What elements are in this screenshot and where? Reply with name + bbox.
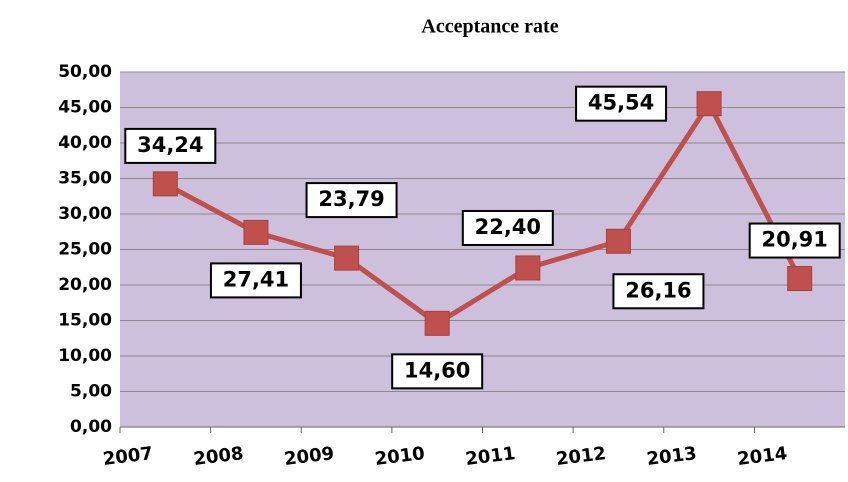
data-label-box <box>612 273 705 310</box>
marker <box>787 266 813 292</box>
data-label-box <box>391 353 484 390</box>
x-tick-label: 2013 <box>646 443 698 470</box>
data-label: 14,60 <box>404 358 470 382</box>
data-label-box <box>305 182 398 219</box>
data-label-box <box>461 209 554 246</box>
y-tick-label: 20,00 <box>58 275 112 295</box>
marker <box>515 255 541 281</box>
y-tick-label: 40,00 <box>58 133 112 153</box>
data-label: 34,24 <box>137 133 203 157</box>
marker <box>243 219 269 245</box>
data-label: 22,40 <box>475 215 541 239</box>
marker <box>424 310 450 336</box>
marker <box>334 245 360 271</box>
x-tick-label: 2008 <box>192 443 244 470</box>
y-tick-label: 50,00 <box>58 62 112 82</box>
marker <box>605 228 631 254</box>
data-label: 26,16 <box>625 278 691 302</box>
x-tick-label: 2012 <box>555 443 607 470</box>
data-label-box <box>124 127 217 164</box>
data-label-box <box>748 222 841 259</box>
y-tick-label: 25,00 <box>58 240 112 260</box>
x-tick-label: 2010 <box>374 443 426 470</box>
y-tick-label: 10,00 <box>58 346 112 366</box>
data-label-box <box>575 85 668 122</box>
y-tick-label: 35,00 <box>58 169 112 189</box>
data-label: 45,54 <box>588 91 654 115</box>
series-line <box>164 98 802 327</box>
y-tick-label: 30,00 <box>58 204 112 224</box>
x-tick-label: 2011 <box>464 443 516 470</box>
x-tick-label: 2009 <box>283 443 335 470</box>
marker <box>696 91 722 117</box>
y-tick-label: 45,00 <box>58 98 112 118</box>
data-label-box <box>209 262 302 299</box>
y-tick-label: 15,00 <box>58 311 112 331</box>
y-tick-label: 0,00 <box>70 417 112 437</box>
chart-title: Acceptance rate <box>421 16 558 38</box>
data-label: 23,79 <box>318 187 384 211</box>
y-tick-label: 5,00 <box>70 382 112 402</box>
x-tick-label: 2014 <box>736 443 788 470</box>
data-label: 20,91 <box>761 228 827 252</box>
data-label: 27,41 <box>223 267 289 291</box>
marker <box>152 171 178 197</box>
x-tick-label: 2007 <box>102 443 154 470</box>
